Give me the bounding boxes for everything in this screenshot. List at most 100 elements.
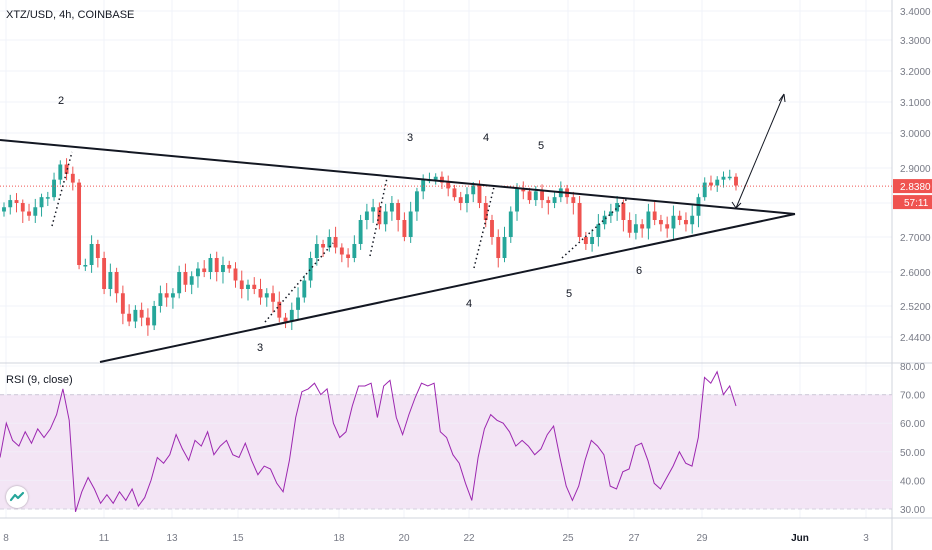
- candle-body: [277, 301, 282, 318]
- candle-body: [271, 293, 275, 302]
- candle-body: [120, 293, 125, 314]
- candle-body: [389, 203, 394, 212]
- candle-body: [89, 244, 94, 265]
- impulse-dotted-line: [264, 242, 334, 323]
- rsi-tick-label: 30.00: [900, 505, 925, 516]
- candle-body: [571, 197, 576, 203]
- candle-body: [39, 197, 44, 208]
- wave-label: 4: [483, 132, 489, 144]
- candle-body: [621, 203, 626, 220]
- time-tick-label: 3: [863, 533, 869, 544]
- candle-body: [145, 317, 150, 326]
- impulse-dotted-line: [473, 186, 495, 269]
- candle-body: [64, 164, 69, 174]
- rsi-tick-label: 80.00: [900, 362, 925, 373]
- candle-body: [358, 220, 363, 244]
- candle-body: [458, 197, 463, 203]
- candle-body: [433, 176, 438, 180]
- wave-label: 3: [257, 342, 263, 354]
- candle-body: [133, 309, 138, 322]
- candle-body: [627, 220, 632, 233]
- candle-body: [521, 188, 526, 192]
- candle-body: [640, 224, 645, 229]
- candle-body: [283, 317, 288, 322]
- candle-body: [289, 309, 294, 322]
- time-tick-label: 29: [696, 533, 708, 544]
- projection-arrowhead: [778, 93, 786, 103]
- time-tick-label: 22: [463, 533, 475, 544]
- candle-body: [684, 220, 688, 225]
- candle-body: [658, 220, 663, 225]
- candle-body: [308, 258, 313, 281]
- logo-icon: [9, 491, 25, 502]
- candle-body: [346, 254, 351, 258]
- candle-body: [440, 176, 444, 183]
- candle-body: [446, 182, 451, 189]
- rsi-tick-label: 60.00: [900, 419, 925, 430]
- candle-body: [14, 200, 19, 203]
- time-tick-label: 18: [333, 533, 345, 544]
- last-price-value: 2.8380: [900, 182, 931, 193]
- candle-body: [33, 207, 38, 216]
- upper-trendline: [0, 139, 796, 215]
- candle-body: [45, 197, 50, 199]
- candle-body: [95, 244, 100, 258]
- candle-body: [252, 284, 257, 289]
- candle-body: [546, 200, 551, 203]
- candle-body: [602, 215, 607, 225]
- price-tick-label: 2.6000: [900, 268, 931, 279]
- candle-body: [239, 280, 244, 289]
- candle-body: [408, 211, 413, 237]
- candle-body: [515, 188, 519, 212]
- countdown-value: 57:11: [904, 198, 929, 209]
- wave-label: 5: [538, 140, 544, 152]
- candle-body: [202, 268, 207, 272]
- candle-body: [452, 188, 457, 198]
- candle-body: [727, 176, 732, 179]
- candle-body: [233, 268, 238, 281]
- rsi-line: [0, 370, 737, 513]
- candle-body: [327, 237, 332, 248]
- candle-body: [671, 215, 676, 229]
- candle-body: [721, 176, 726, 180]
- candle-body: [540, 191, 544, 201]
- candle-body: [302, 280, 307, 298]
- time-tick-label: 8: [3, 533, 9, 544]
- candle-body: [702, 182, 707, 198]
- candle-body: [83, 265, 88, 267]
- price-tick-label: 3.0000: [900, 129, 931, 140]
- candle-body: [646, 211, 651, 229]
- candle-body: [477, 185, 482, 203]
- candle-body: [577, 203, 582, 237]
- candle-body: [196, 268, 200, 277]
- candle-body: [665, 224, 670, 229]
- time-tick-label: 20: [398, 533, 410, 544]
- candle-body: [402, 220, 407, 237]
- candle-body: [139, 309, 144, 318]
- price-tick-label: 3.1000: [900, 98, 931, 109]
- candle-body: [677, 215, 682, 220]
- wave-label: 2: [58, 95, 64, 107]
- candle-body: [264, 293, 269, 298]
- candle-body: [371, 207, 376, 212]
- candle-body: [483, 203, 488, 220]
- candle-body: [52, 179, 56, 198]
- candle-body: [221, 265, 225, 272]
- price-tick-label: 2.5200: [900, 302, 931, 313]
- countdown-tag: [893, 195, 932, 210]
- candle-body: [177, 272, 182, 294]
- candle-body: [490, 220, 494, 237]
- candle-body: [709, 182, 713, 186]
- tradingview-logo[interactable]: [6, 486, 28, 508]
- rsi-title: RSI (9, close): [6, 374, 73, 386]
- price-tick-label: 2.9000: [900, 164, 931, 175]
- candle-body: [170, 293, 175, 298]
- candle-body: [590, 237, 595, 244]
- candle-body: [652, 211, 657, 220]
- candle-body: [58, 164, 63, 180]
- last-price-tag: [893, 179, 932, 194]
- candle-body: [533, 191, 538, 201]
- candle-body: [696, 197, 701, 216]
